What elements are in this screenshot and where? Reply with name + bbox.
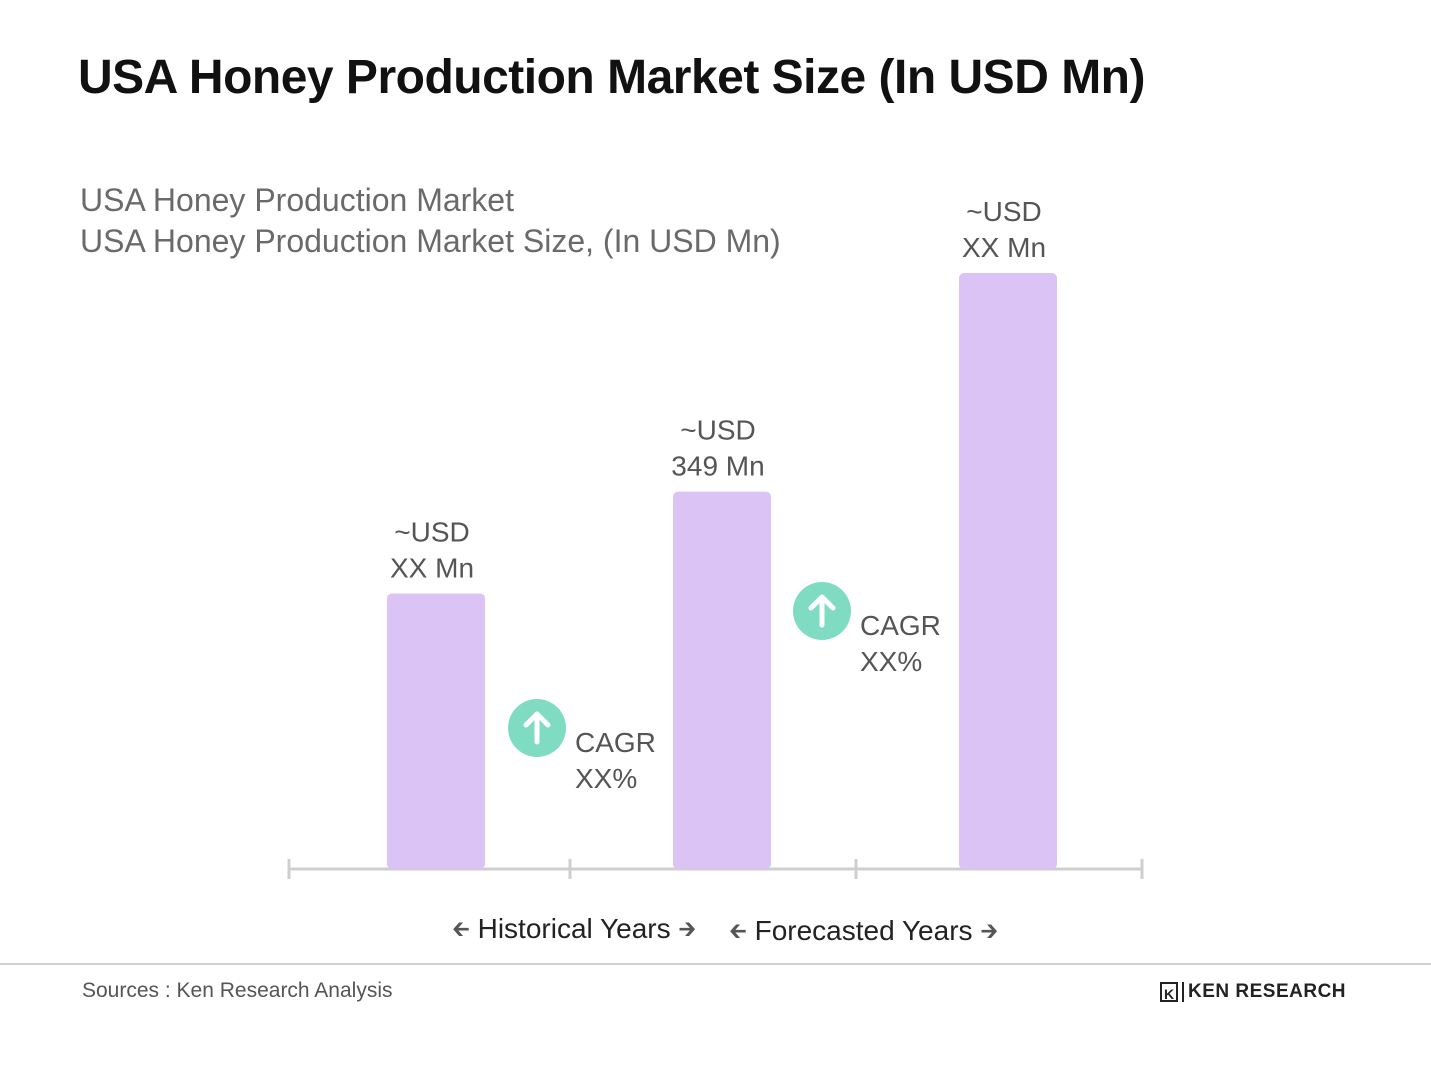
arrow-left-icon: 🡰	[729, 918, 747, 943]
arrow-right-icon: 🡲	[980, 918, 999, 943]
arrow-up-icon	[808, 594, 836, 628]
arrow-right-icon: 🡲	[678, 916, 697, 941]
cagr-annotation-2: CAGR XX%	[793, 582, 941, 677]
cagr-value: XX%	[575, 763, 637, 794]
ken-research-logo: K KEN RESEARCH	[1160, 981, 1346, 1003]
logo-separator	[1182, 982, 1184, 1002]
cagr-annotation-1: CAGR XX%	[508, 699, 656, 794]
bar-3-data-label: ~USD	[966, 196, 1041, 227]
bar-2-data-label: ~USD	[680, 415, 755, 446]
forecasted-years-label: 🡰 Forecasted Years 🡲	[729, 914, 998, 952]
chart-subtitle-market: USA Honey Production Market	[80, 182, 514, 218]
logo-text: KEN RESEARCH	[1188, 981, 1347, 1002]
arrow-up-icon	[523, 711, 551, 745]
source-note: Sources : Ken Research Analysis	[82, 979, 393, 1002]
bar-2-data-label: 349 Mn	[671, 451, 764, 482]
forecasted-years-text: Forecasted Years	[754, 915, 973, 946]
bar-3	[959, 272, 1057, 869]
arrow-left-icon: 🡰	[452, 916, 470, 941]
chart-subtitle-size: USA Honey Production Market Size, (In US…	[80, 223, 781, 259]
bar-1-data-label: XX Mn	[390, 552, 474, 583]
cagr-label: CAGR	[575, 727, 656, 758]
historical-years-label: 🡰 Historical Years 🡲	[452, 912, 696, 950]
chart-title: USA Honey Production Market Size (In USD…	[78, 51, 1145, 104]
bar-3-data-label: XX Mn	[962, 232, 1046, 263]
ken-research-logo-mark-icon: K	[1160, 982, 1178, 1002]
historical-years-text: Historical Years	[477, 913, 671, 944]
bar-1	[387, 593, 485, 869]
footer-divider	[0, 963, 1431, 965]
cagr-label: CAGR	[860, 610, 941, 641]
bar-2	[673, 491, 771, 869]
bar-1-data-label: ~USD	[394, 516, 469, 547]
cagr-value: XX%	[860, 646, 922, 677]
